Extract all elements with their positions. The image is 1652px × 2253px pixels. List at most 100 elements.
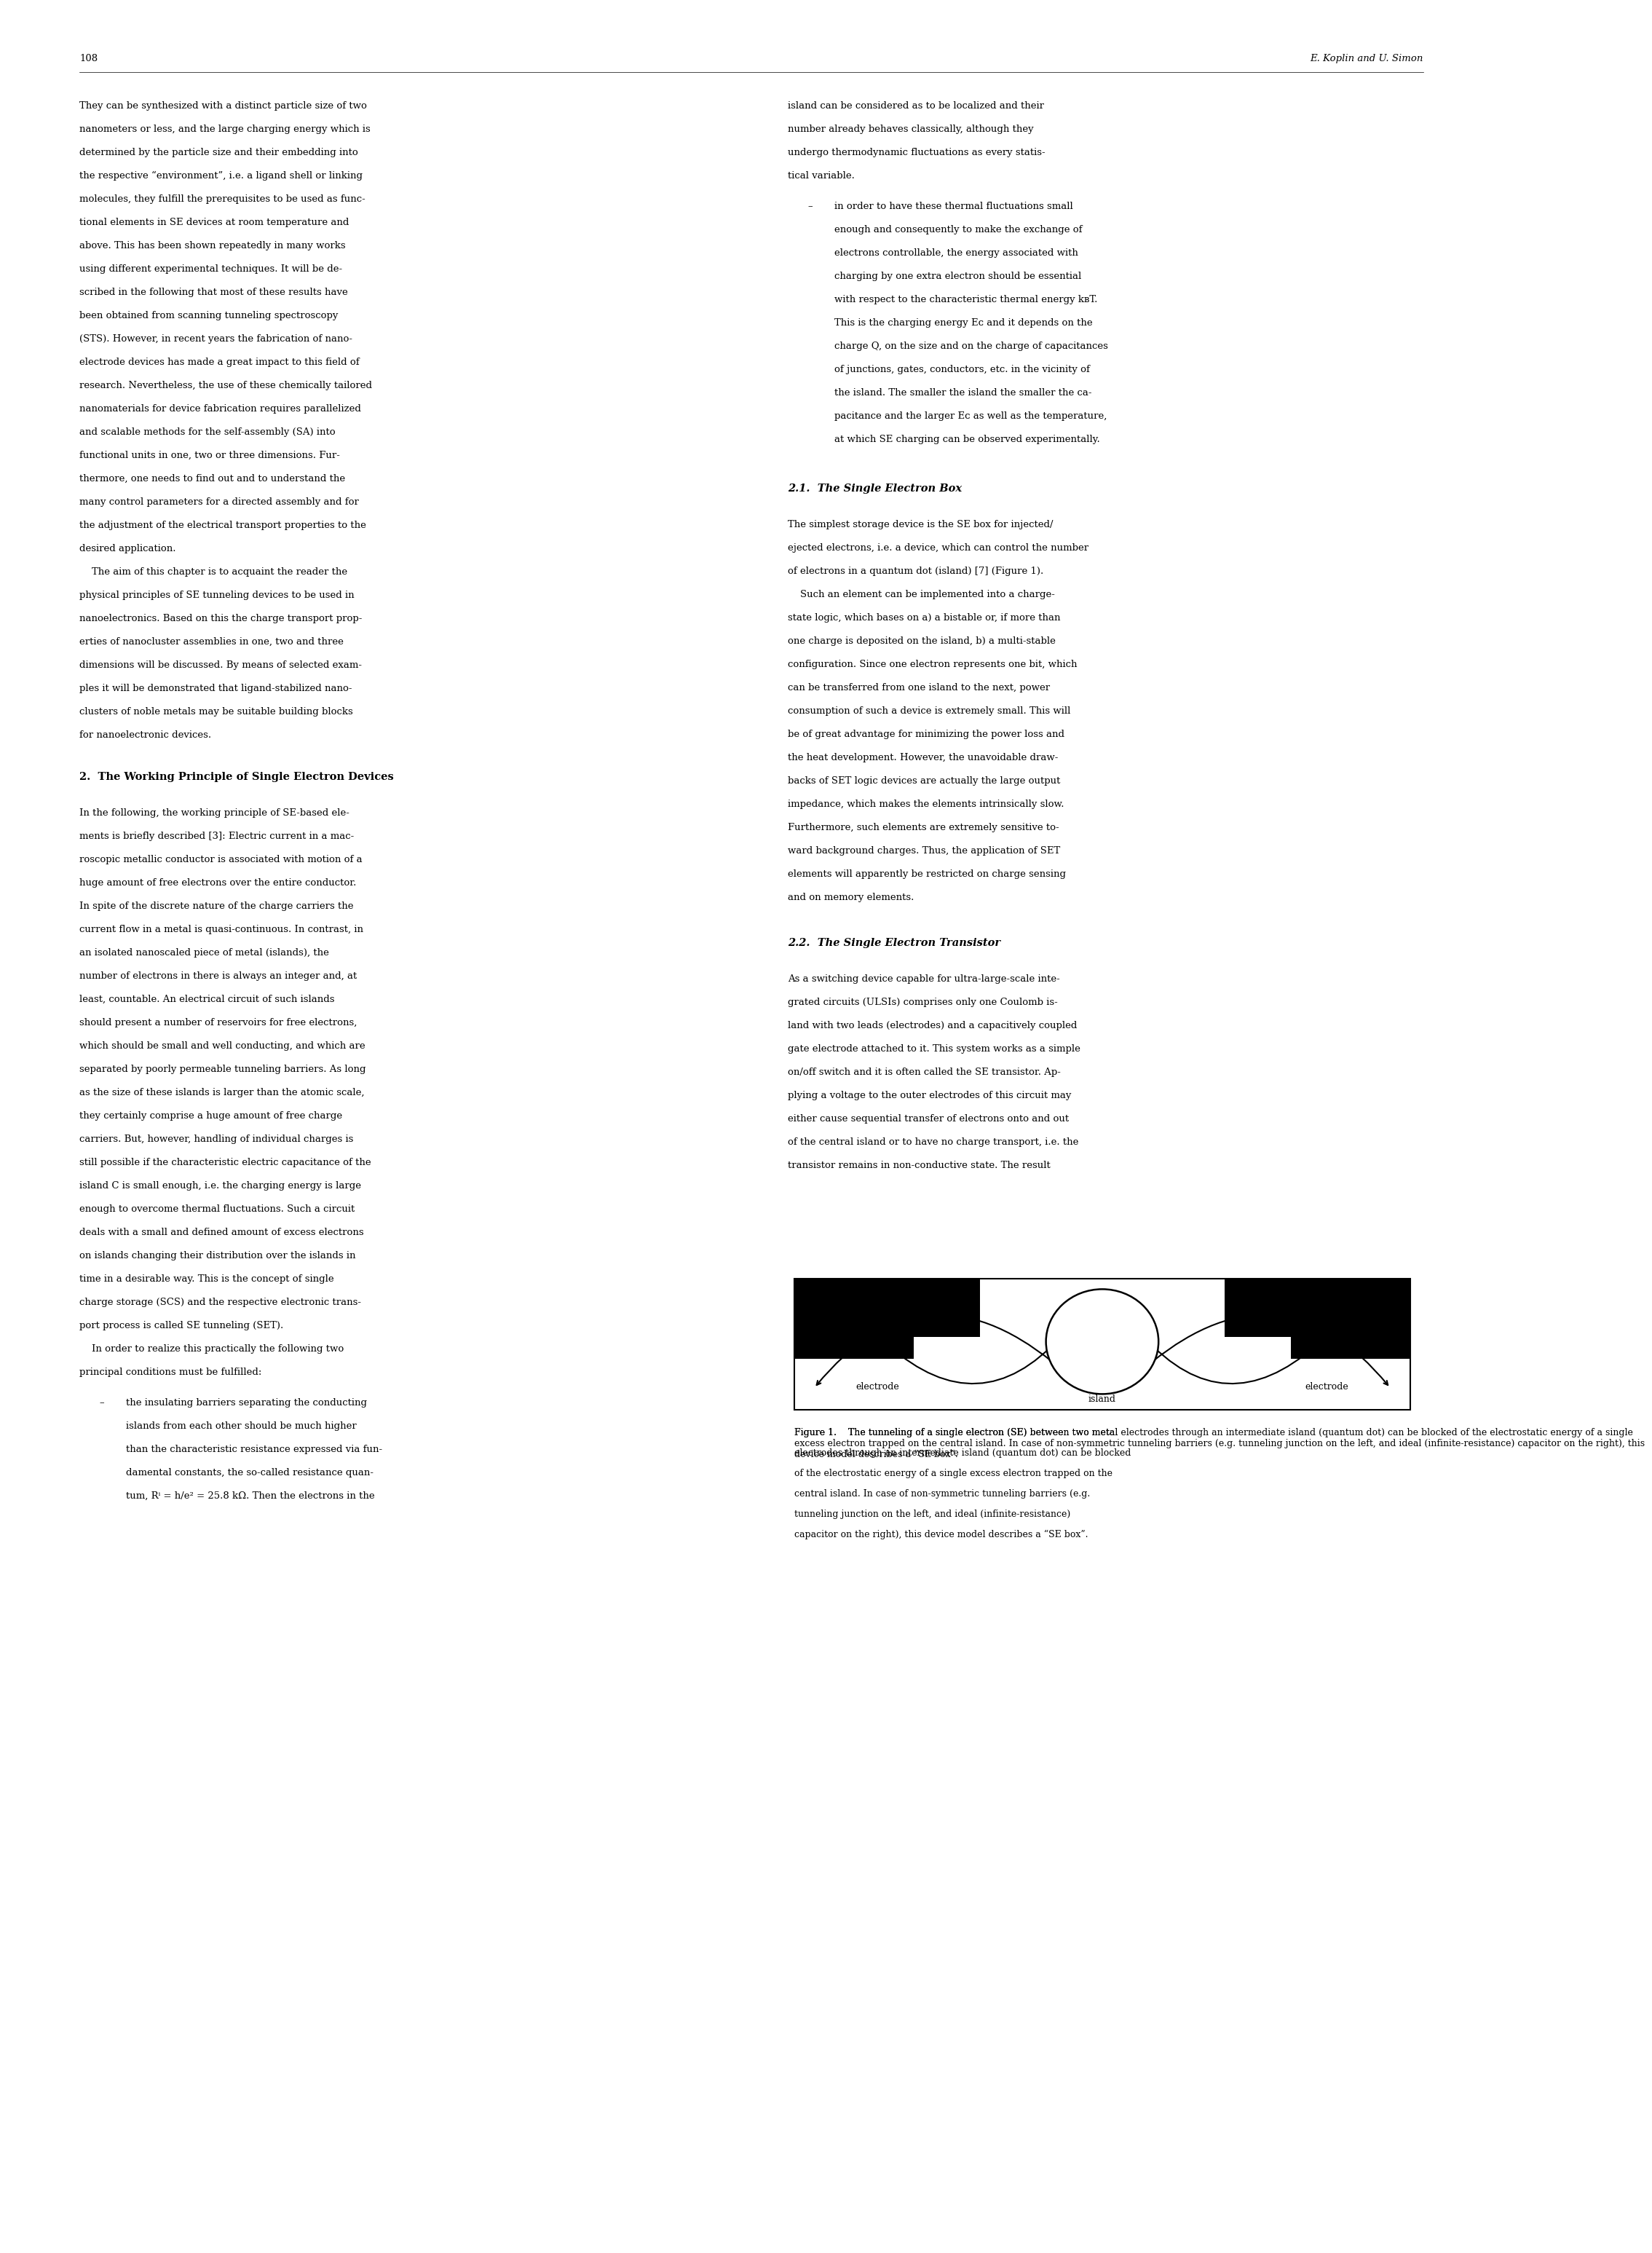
Text: nanoelectronics. Based on this the charge transport prop-: nanoelectronics. Based on this the charg… — [79, 613, 362, 624]
Text: tum, Rⁱ = h/e² = 25.8 kΩ. Then the electrons in the: tum, Rⁱ = h/e² = 25.8 kΩ. Then the elect… — [126, 1491, 375, 1500]
Text: above. This has been shown repeatedly in many works: above. This has been shown repeatedly in… — [79, 241, 345, 250]
Text: and on memory elements.: and on memory elements. — [788, 892, 914, 901]
Text: electrons controllable, the energy associated with: electrons controllable, the energy assoc… — [834, 248, 1079, 257]
Text: electrode: electrode — [1305, 1381, 1348, 1392]
Text: nanometers or less, and the large charging energy which is: nanometers or less, and the large chargi… — [79, 124, 370, 133]
Text: –: – — [99, 1399, 104, 1408]
Text: backs of SET logic devices are actually the large output: backs of SET logic devices are actually … — [788, 777, 1061, 786]
Text: which should be small and well conducting, and which are: which should be small and well conductin… — [79, 1041, 365, 1050]
Bar — [1224, 1280, 1411, 1336]
Text: nanomaterials for device fabrication requires parallelized: nanomaterials for device fabrication req… — [79, 403, 362, 415]
Text: charge Q, on the size and on the charge of capacitances: charge Q, on the size and on the charge … — [834, 342, 1108, 351]
Bar — [1290, 1334, 1411, 1359]
Text: still possible if the characteristic electric capacitance of the: still possible if the characteristic ele… — [79, 1158, 372, 1167]
Text: 2.2.  The Single Electron Transistor: 2.2. The Single Electron Transistor — [788, 937, 1001, 949]
Text: at which SE charging can be observed experimentally.: at which SE charging can be observed exp… — [834, 435, 1100, 444]
Text: transistor remains in non-conductive state. The result: transistor remains in non-conductive sta… — [788, 1160, 1051, 1169]
Text: can be transferred from one island to the next, power: can be transferred from one island to th… — [788, 683, 1051, 692]
Text: island can be considered as to be localized and their: island can be considered as to be locali… — [788, 101, 1044, 110]
Text: of electrons in a quantum dot (island) [7] (Figure 1).: of electrons in a quantum dot (island) [… — [788, 566, 1044, 577]
Text: thermore, one needs to find out and to understand the: thermore, one needs to find out and to u… — [79, 473, 345, 484]
Text: 2.  The Working Principle of Single Electron Devices: 2. The Working Principle of Single Elect… — [79, 773, 393, 782]
Text: gate electrode attached to it. This system works as a simple: gate electrode attached to it. This syst… — [788, 1043, 1080, 1054]
Text: –: – — [808, 203, 813, 212]
Text: ples it will be demonstrated that ligand-stabilized nano-: ples it will be demonstrated that ligand… — [79, 683, 352, 694]
Text: number of electrons in there is always an integer and, at: number of electrons in there is always a… — [79, 971, 357, 980]
Text: charge storage (SCS) and the respective electronic trans-: charge storage (SCS) and the respective … — [79, 1298, 362, 1307]
Text: pacitance and the larger Eᴄ as well as the temperature,: pacitance and the larger Eᴄ as well as t… — [834, 412, 1107, 421]
Text: In spite of the discrete nature of the charge carriers the: In spite of the discrete nature of the c… — [79, 901, 354, 910]
Text: and scalable methods for the self-assembly (SA) into: and scalable methods for the self-assemb… — [79, 428, 335, 437]
Bar — [795, 1280, 1411, 1410]
Text: determined by the particle size and their embedding into: determined by the particle size and thei… — [79, 149, 358, 158]
Text: undergo thermodynamic fluctuations as every statis-: undergo thermodynamic fluctuations as ev… — [788, 149, 1046, 158]
Text: charging by one extra electron should be essential: charging by one extra electron should be… — [834, 273, 1080, 282]
Text: land with two leads (electrodes) and a capacitively coupled: land with two leads (electrodes) and a c… — [788, 1021, 1077, 1030]
Text: 2.1.  The Single Electron Box: 2.1. The Single Electron Box — [788, 484, 961, 493]
Text: enough to overcome thermal fluctuations. Such a circuit: enough to overcome thermal fluctuations.… — [79, 1205, 355, 1214]
Text: port process is called SE tunneling (SET).: port process is called SE tunneling (SET… — [79, 1320, 284, 1329]
Text: the heat development. However, the unavoidable draw-: the heat development. However, the unavo… — [788, 753, 1059, 762]
Text: enough and consequently to make the exchange of: enough and consequently to make the exch… — [834, 225, 1082, 234]
Text: configuration. Since one electron represents one bit, which: configuration. Since one electron repres… — [788, 660, 1077, 669]
Text: time in a desirable way. This is the concept of single: time in a desirable way. This is the con… — [79, 1275, 334, 1284]
Text: for nanoelectronic devices.: for nanoelectronic devices. — [79, 730, 211, 739]
Text: they certainly comprise a huge amount of free charge: they certainly comprise a huge amount of… — [79, 1111, 342, 1120]
Text: This is the charging energy Eᴄ and it depends on the: This is the charging energy Eᴄ and it de… — [834, 318, 1092, 327]
Text: huge amount of free electrons over the entire conductor.: huge amount of free electrons over the e… — [79, 879, 357, 888]
Text: impedance, which makes the elements intrinsically slow.: impedance, which makes the elements intr… — [788, 800, 1064, 809]
Text: plying a voltage to the outer electrodes of this circuit may: plying a voltage to the outer electrodes… — [788, 1090, 1070, 1099]
Text: one charge is deposited on the island, b) a multi-stable: one charge is deposited on the island, b… — [788, 635, 1056, 647]
Text: As a switching device capable for ultra-large-scale inte-: As a switching device capable for ultra-… — [788, 973, 1061, 985]
Text: current flow in a metal is quasi-continuous. In contrast, in: current flow in a metal is quasi-continu… — [79, 924, 363, 935]
Text: damental constants, the so-called resistance quan-: damental constants, the so-called resist… — [126, 1469, 373, 1478]
Text: least, countable. An electrical circuit of such islands: least, countable. An electrical circuit … — [79, 994, 335, 1005]
Text: dimensions will be discussed. By means of selected exam-: dimensions will be discussed. By means o… — [79, 660, 362, 669]
Text: principal conditions must be fulfilled:: principal conditions must be fulfilled: — [79, 1368, 261, 1377]
Text: ments is briefly described [3]: Electric current in a mac-: ments is briefly described [3]: Electric… — [79, 831, 354, 840]
Text: molecules, they fulfill the prerequisites to be used as func-: molecules, they fulfill the prerequisite… — [79, 194, 365, 203]
Text: scribed in the following that most of these results have: scribed in the following that most of th… — [79, 288, 349, 297]
Text: either cause sequential transfer of electrons onto and out: either cause sequential transfer of elec… — [788, 1115, 1069, 1124]
Text: roscopic metallic conductor is associated with motion of a: roscopic metallic conductor is associate… — [79, 854, 362, 865]
Text: Figure 1.    The tunneling of a single electron (SE) between two metal electrode: Figure 1. The tunneling of a single elec… — [795, 1428, 1645, 1460]
Text: the respective “environment”, i.e. a ligand shell or linking: the respective “environment”, i.e. a lig… — [79, 171, 363, 180]
Text: The aim of this chapter is to acquaint the reader the: The aim of this chapter is to acquaint t… — [79, 568, 347, 577]
Text: of junctions, gates, conductors, etc. in the vicinity of: of junctions, gates, conductors, etc. in… — [834, 365, 1090, 374]
Text: on/off switch and it is often called the SE transistor. Ap-: on/off switch and it is often called the… — [788, 1068, 1061, 1077]
Text: been obtained from scanning tunneling spectroscopy: been obtained from scanning tunneling sp… — [79, 311, 339, 320]
Text: using different experimental techniques. It will be de-: using different experimental techniques.… — [79, 264, 342, 275]
Text: E. Koplin and U. Simon: E. Koplin and U. Simon — [1310, 54, 1424, 63]
Text: many control parameters for a directed assembly and for: many control parameters for a directed a… — [79, 498, 358, 507]
Text: research. Nevertheless, the use of these chemically tailored: research. Nevertheless, the use of these… — [79, 381, 372, 390]
Text: on islands changing their distribution over the islands in: on islands changing their distribution o… — [79, 1250, 355, 1259]
Text: clusters of noble metals may be suitable building blocks: clusters of noble metals may be suitable… — [79, 707, 354, 716]
Text: of the central island or to have no charge transport, i.e. the: of the central island or to have no char… — [788, 1138, 1079, 1147]
Text: state logic, which bases on a) a bistable or, if more than: state logic, which bases on a) a bistabl… — [788, 613, 1061, 622]
Text: number already behaves classically, although they: number already behaves classically, alth… — [788, 124, 1034, 133]
Text: functional units in one, two or three dimensions. Fur-: functional units in one, two or three di… — [79, 451, 340, 460]
Text: be of great advantage for minimizing the power loss and: be of great advantage for minimizing the… — [788, 730, 1064, 739]
Text: electrode devices has made a great impact to this field of: electrode devices has made a great impac… — [79, 358, 360, 367]
Text: In order to realize this practically the following two: In order to realize this practically the… — [79, 1345, 344, 1354]
Text: 108: 108 — [79, 54, 97, 63]
Text: of the electrostatic energy of a single excess electron trapped on the: of the electrostatic energy of a single … — [795, 1469, 1112, 1478]
Text: Figure 1.    The tunneling of a single electron (SE) between two metal: Figure 1. The tunneling of a single elec… — [795, 1428, 1118, 1437]
Text: island C is small enough, i.e. the charging energy is large: island C is small enough, i.e. the charg… — [79, 1181, 362, 1190]
Text: than the characteristic resistance expressed via fun-: than the characteristic resistance expre… — [126, 1444, 382, 1453]
Text: desired application.: desired application. — [79, 543, 175, 554]
Text: tical variable.: tical variable. — [788, 171, 854, 180]
Text: capacitor on the right), this device model describes a “SE box”.: capacitor on the right), this device mod… — [795, 1530, 1089, 1539]
Text: They can be synthesized with a distinct particle size of two: They can be synthesized with a distinct … — [79, 101, 367, 110]
Text: islands from each other should be much higher: islands from each other should be much h… — [126, 1422, 357, 1431]
Text: electrodes through an intermediate island (quantum dot) can be blocked: electrodes through an intermediate islan… — [795, 1449, 1132, 1458]
Text: (STS). However, in recent years the fabrication of nano-: (STS). However, in recent years the fabr… — [79, 333, 352, 345]
Text: Furthermore, such elements are extremely sensitive to-: Furthermore, such elements are extremely… — [788, 822, 1059, 831]
Text: The simplest storage device is the SE box for injected/: The simplest storage device is the SE bo… — [788, 520, 1054, 529]
Bar — [795, 1280, 980, 1336]
Text: as the size of these islands is larger than the atomic scale,: as the size of these islands is larger t… — [79, 1088, 365, 1097]
Text: should present a number of reservoirs for free electrons,: should present a number of reservoirs fo… — [79, 1018, 357, 1027]
Text: physical principles of SE tunneling devices to be used in: physical principles of SE tunneling devi… — [79, 590, 355, 599]
Text: electrode: electrode — [856, 1381, 900, 1392]
Text: deals with a small and defined amount of excess electrons: deals with a small and defined amount of… — [79, 1228, 363, 1237]
